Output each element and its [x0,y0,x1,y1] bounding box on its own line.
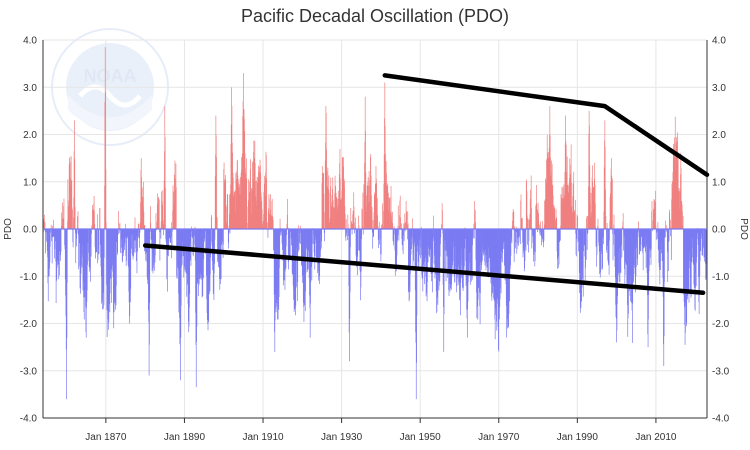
x-tick-label: Jan 2010 [635,432,677,443]
trend-line [142,243,706,296]
y-tick-label-right: -3.0 [712,366,730,377]
y-tick-label-left: 0.0 [23,225,37,236]
trend-line [382,73,710,177]
x-tick-label: Jan 1890 [164,432,206,443]
y-tick-label-right: -1.0 [712,272,730,283]
y-tick-label-left: -3.0 [20,366,38,377]
y-tick-label-left: -2.0 [20,319,38,330]
x-tick-label: Jan 1950 [400,432,442,443]
y-tick-label-right: 3.0 [712,83,726,94]
y-tick-label-right: -2.0 [712,319,730,330]
y-axis-title-left: PDO [3,218,14,240]
x-tick-label: Jan 1990 [557,432,599,443]
y-tick-label-left: 2.0 [23,130,37,141]
chart-title: Pacific Decadal Oscillation (PDO) [240,6,510,26]
y-tick-label-right: 1.0 [712,177,726,188]
x-tick-label: Jan 1970 [478,432,520,443]
y-tick-label-left: -1.0 [20,272,38,283]
x-tick-label: Jan 1930 [321,432,363,443]
noaa-logo-letters: NOAA [84,66,137,86]
trend-lines [142,73,710,296]
y-tick-label-right: 0.0 [712,225,726,236]
y-axis-title-right: PDO [738,218,749,240]
axes [42,40,708,423]
y-tick-label-left: 1.0 [23,177,37,188]
x-tick-label: Jan 1870 [85,432,127,443]
y-tick-label-left: -4.0 [20,414,38,425]
y-tick-label-right: -4.0 [712,414,730,425]
tick-labels: 4.0 4.0 3.0 3.0 2.0 2.0 1.0 1.0 0.0 0.0 -1.0 -1.0 -2… [20,36,730,444]
y-tick-label-left: 4.0 [23,36,37,47]
y-tick-label-left: 3.0 [23,83,37,94]
y-tick-label-right: 2.0 [712,130,726,141]
y-tick-label-right: 4.0 [712,36,726,47]
x-tick-label: Jan 1910 [242,432,284,443]
